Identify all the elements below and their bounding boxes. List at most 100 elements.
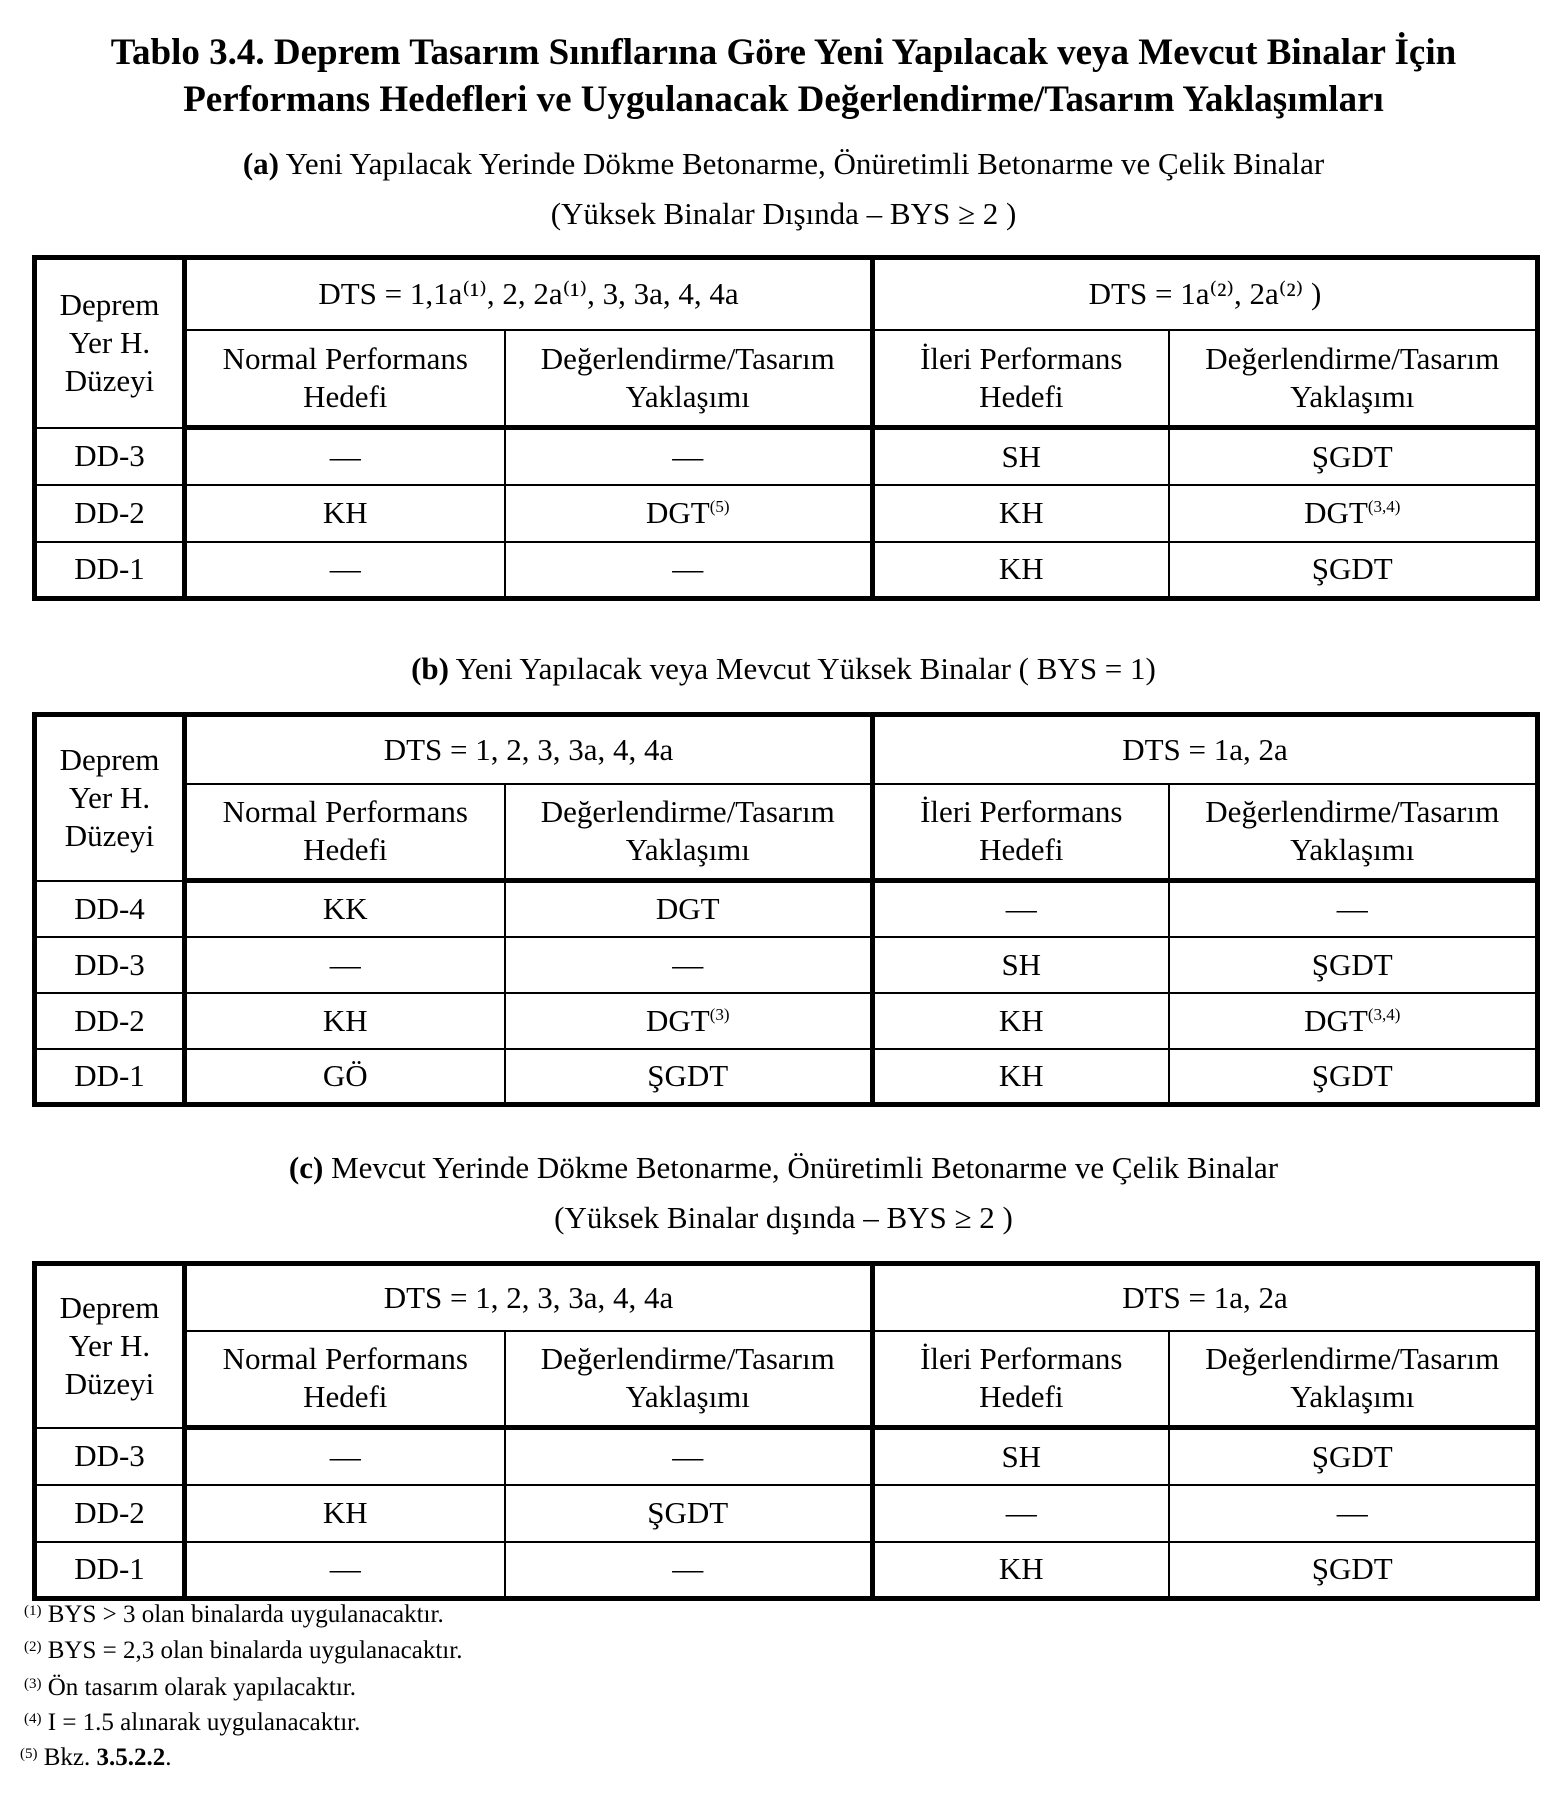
performance-table-b: Deprem Yer H. Düzeyi DTS = 1, 2, 3, 3a, 4,… xyxy=(32,712,1541,1107)
value-cell: ŞGDT xyxy=(1167,426,1539,486)
header-line: Yaklaşımı xyxy=(625,378,750,414)
level-cell: DD-1 xyxy=(33,1540,187,1600)
header-group-1: DTS = 1, 2, 3, 3a, 4, 4a xyxy=(183,1262,876,1332)
header-advanced-target: İleri Performans Hedefi xyxy=(871,328,1170,430)
value-cell: — xyxy=(183,935,506,994)
footnote-ref: (5) xyxy=(709,497,730,516)
value-cell: — xyxy=(503,1540,876,1600)
value-cell: KH xyxy=(871,991,1170,1050)
header-approach: Değerlendirme/Tasarım Yaklaşımı xyxy=(503,328,876,430)
header-advanced-target: İleri Performans Hedefi xyxy=(871,1329,1170,1430)
header-line: Değerlendirme/Tasarım xyxy=(1205,1341,1500,1377)
value-cell: KH xyxy=(871,540,1170,600)
value-cell: — xyxy=(871,879,1170,938)
header-level: Deprem Yer H. Düzeyi xyxy=(33,713,187,882)
table-row: DD-3— — SH ŞGDT xyxy=(33,935,1539,994)
level-cell: DD-3 xyxy=(33,1426,187,1486)
table-title-line2: Performans Hedefleri ve Uygulanacak Değe… xyxy=(183,79,1384,120)
header-line: Normal Performans xyxy=(222,340,468,376)
header-group-2: DTS = 1a, 2a xyxy=(871,1262,1539,1332)
header-level: Deprem Yer H. Düzeyi xyxy=(33,1262,187,1429)
header-level: Deprem Yer H. Düzeyi xyxy=(33,256,187,429)
header-line: Yaklaşımı xyxy=(625,832,750,868)
value-cell: KH xyxy=(871,483,1170,543)
table-label: (b) xyxy=(411,651,449,686)
header-advanced-target: İleri Performans Hedefi xyxy=(871,782,1170,883)
value-cell: ŞGDT xyxy=(503,1483,876,1543)
footnote: (4) I = 1.5 alınarak uygulanacaktır. xyxy=(24,1709,361,1736)
header-normal-target: Normal Performans Hedefi xyxy=(183,782,506,883)
table-caption: (a) Yeni Yapılacak Yerinde Dökme Betonar… xyxy=(0,144,1567,184)
header-approach: Değerlendirme/Tasarım Yaklaşımı xyxy=(1167,782,1539,883)
header-group-1: DTS = 1, 2, 3, 3a, 4, 4a xyxy=(183,713,876,785)
value-cell: DGT xyxy=(503,879,876,938)
header-line: Normal Performans xyxy=(222,794,468,830)
header-line: İleri Performans xyxy=(920,1341,1123,1377)
header-approach: Değerlendirme/Tasarım Yaklaşımı xyxy=(503,782,876,883)
level-cell: DD-3 xyxy=(33,426,187,486)
value-cell: DGT(5) xyxy=(503,483,876,543)
header-group-2: DTS = 1a, 2a xyxy=(871,713,1539,785)
value-cell: KH xyxy=(871,1047,1170,1106)
level-cell: DD-1 xyxy=(33,540,187,600)
header-line: İleri Performans xyxy=(920,794,1123,830)
header-line: Değerlendirme/Tasarım xyxy=(1205,340,1500,376)
header-line: Hedefi xyxy=(979,1379,1064,1415)
table-title-line1: Tablo 3.4. Deprem Tasarım Sınıflarına Gö… xyxy=(110,32,1457,73)
value-cell: ŞGDT xyxy=(1167,540,1539,600)
level-cell: DD-2 xyxy=(33,991,187,1050)
value-cell: — xyxy=(183,1426,506,1486)
level-cell: DD-4 xyxy=(33,879,187,938)
value-cell: — xyxy=(503,426,876,486)
value-cell: KH xyxy=(871,1540,1170,1600)
footnote: (1) BYS > 3 olan binalarda uygulanacaktı… xyxy=(24,1601,444,1628)
header-line: Değerlendirme/Tasarım xyxy=(540,1341,835,1377)
table-label: (c) xyxy=(288,1150,324,1185)
value-cell: SH xyxy=(871,1426,1170,1486)
footnote-ref: (3,4) xyxy=(1367,497,1401,516)
table-caption: (Yüksek Binalar dışında – BYS ≥ 2 ) xyxy=(554,1200,1013,1235)
value-cell: — xyxy=(503,1426,876,1486)
performance-table-a: Deprem Yer H. Düzeyi DTS = 1,1a⁽¹⁾, 2, 2a⁽… xyxy=(32,255,1541,601)
caption-text: Yeni Yapılacak veya Mevcut Yüksek Binala… xyxy=(455,651,1156,686)
table-row: DD-2 KH DGT(5) KH DGT(3,4) xyxy=(33,483,1539,543)
value-cell: KK xyxy=(183,879,506,938)
value-cell: SH xyxy=(871,935,1170,994)
header-line: İleri Performans xyxy=(920,340,1123,376)
table-row: DD-1 GÖ ŞGDT KH ŞGDT xyxy=(33,1047,1539,1106)
header-group-1: DTS = 1,1a⁽¹⁾, 2, 2a⁽¹⁾, 3, 3a, 4, 4a xyxy=(183,256,876,331)
header-line: Yaklaşımı xyxy=(1290,378,1415,414)
value-cell: — xyxy=(183,426,506,486)
table-row: DD-1— — KH ŞGDT xyxy=(33,1540,1539,1600)
value-cell: — xyxy=(183,1540,506,1600)
value-cell: KH xyxy=(183,483,506,543)
value-cell: — xyxy=(1167,1483,1539,1543)
table-caption: (Yüksek Binalar Dışında – BYS ≥ 2 ) xyxy=(550,196,1017,231)
table-label: (a) xyxy=(242,146,279,181)
caption-text: Yeni Yapılacak Yerinde Dökme Betonarme, … xyxy=(285,146,1325,181)
value-cell: ŞGDT xyxy=(503,1047,876,1106)
table-caption: (b) Yeni Yapılacak veya Mevcut Yüksek Bi… xyxy=(0,649,1567,689)
header-line: Hedefi xyxy=(303,1379,388,1415)
header-approach: Değerlendirme/Tasarım Yaklaşımı xyxy=(1167,1329,1539,1430)
table-caption: (c) Mevcut Yerinde Dökme Betonarme, Önür… xyxy=(0,1148,1567,1188)
value-cell: GÖ xyxy=(183,1047,506,1106)
table-row: DD-2 KH DGT(3) KH DGT(3,4) xyxy=(33,991,1539,1050)
header-line: Değerlendirme/Tasarım xyxy=(1205,794,1500,830)
footnote: (2) BYS = 2,3 olan binalarda uygulanacak… xyxy=(24,1637,463,1664)
header-line: Değerlendirme/Tasarım xyxy=(540,340,835,376)
level-cell: DD-2 xyxy=(33,483,187,543)
header-line: Hedefi xyxy=(303,378,388,414)
table-row: DD-3— — SH ŞGDT xyxy=(33,426,1539,486)
header-line: Değerlendirme/Tasarım xyxy=(540,794,835,830)
table-row: DD-4 KK DGT — — xyxy=(33,879,1539,938)
header-line: Hedefi xyxy=(979,378,1064,414)
header-approach: Değerlendirme/Tasarım Yaklaşımı xyxy=(503,1329,876,1430)
header-line: Hedefi xyxy=(303,832,388,868)
value-cell: KH xyxy=(183,991,506,1050)
value-cell: ŞGDT xyxy=(1167,1047,1539,1106)
footnote: (3) Ön tasarım olarak yapılacaktır. xyxy=(24,1674,356,1701)
value-cell: ŞGDT xyxy=(1167,1540,1539,1600)
value-cell: — xyxy=(503,540,876,600)
table-row: DD-2 KH ŞGDT — — xyxy=(33,1483,1539,1543)
